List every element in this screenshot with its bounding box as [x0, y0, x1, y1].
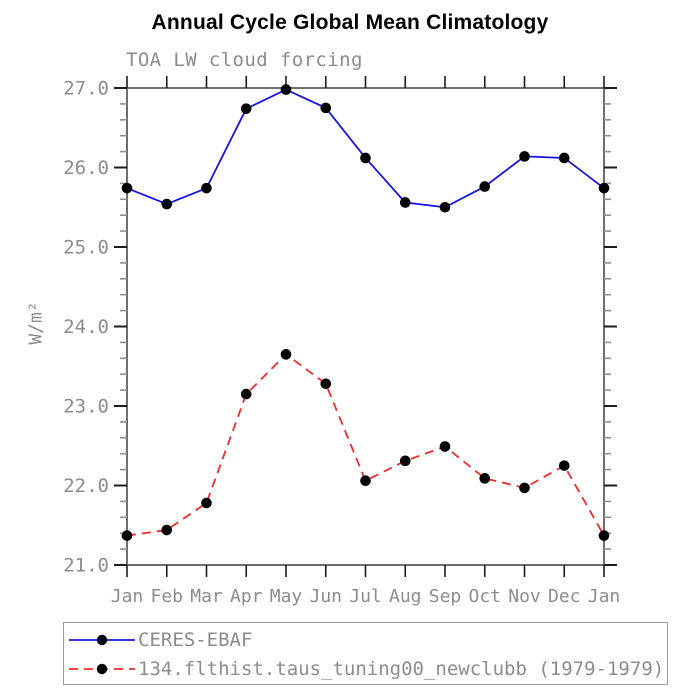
data-point-marker: [161, 198, 173, 210]
x-tick-label: Aug: [389, 586, 422, 607]
x-tick-label: Jun: [309, 586, 342, 607]
chart-title: Annual Cycle Global Mean Climatology: [151, 11, 549, 34]
data-point-marker: [121, 182, 133, 194]
x-tick-label: Oct: [468, 586, 501, 607]
data-point-marker: [240, 103, 252, 114]
x-tick-label: Dec: [548, 586, 581, 607]
y-tick-label: 23.0: [63, 396, 109, 418]
y-tick-label: 26.0: [63, 157, 109, 179]
data-point-marker: [201, 497, 212, 509]
y-tick-label: 27.0: [63, 78, 109, 100]
y-tick-label: 22.0: [63, 475, 109, 497]
data-point-marker: [598, 182, 610, 194]
data-point-marker: [479, 473, 491, 484]
data-point-marker: [360, 475, 371, 487]
x-tick-label: Jan: [588, 586, 621, 607]
y-tick-label: 25.0: [63, 237, 109, 259]
data-point-marker: [598, 530, 610, 541]
data-point-marker: [558, 152, 570, 164]
data-point-marker: [360, 152, 371, 164]
x-tick-label: Jan: [111, 586, 144, 607]
data-point-marker: [320, 102, 332, 114]
x-tick-label: Jul: [349, 586, 382, 607]
x-tick-label: Sep: [429, 586, 462, 607]
x-tick-label: Feb: [150, 586, 183, 607]
legend-item-model-run: 134.flthist.taus_tuning00_newclubb (1979…: [68, 654, 667, 683]
data-point-marker: [399, 197, 411, 208]
chart-subtitle: TOA LW cloud forcing: [126, 49, 363, 71]
data-point-marker: [320, 378, 332, 390]
x-tick-label: Nov: [508, 586, 541, 607]
data-point-marker: [519, 482, 530, 494]
series-line-dashed: [126, 353, 605, 537]
legend: CERES-EBAF 134.flthist.taus_tuning00_new…: [63, 622, 668, 685]
x-tick-label: Apr: [230, 586, 263, 607]
y-tick-label: 21.0: [63, 555, 109, 577]
data-point-marker: [439, 201, 451, 213]
legend-item-ceres-ebaf: CERES-EBAF: [68, 625, 667, 654]
data-point-marker: [280, 349, 292, 360]
data-point-marker: [519, 151, 530, 162]
data-point-marker: [399, 455, 411, 467]
legend-label: CERES-EBAF: [138, 628, 253, 651]
data-point-marker: [240, 388, 252, 400]
legend-label: 134.flthist.taus_tuning00_newclubb (1979…: [138, 657, 665, 680]
data-point-marker: [161, 524, 173, 536]
series-line-solid: [126, 88, 605, 209]
data-point-marker: [558, 460, 570, 471]
legend-sample-line: [69, 663, 135, 674]
data-point-marker: [201, 182, 212, 194]
x-tick-label: Mar: [190, 586, 223, 607]
data-point-marker: [121, 530, 133, 541]
data-point-marker: [479, 181, 491, 192]
data-point-marker: [439, 441, 451, 452]
x-tick-label: May: [270, 586, 303, 607]
legend-sample-line: [69, 634, 135, 645]
data-point-marker: [280, 84, 292, 95]
y-tick-label: 24.0: [63, 316, 109, 338]
